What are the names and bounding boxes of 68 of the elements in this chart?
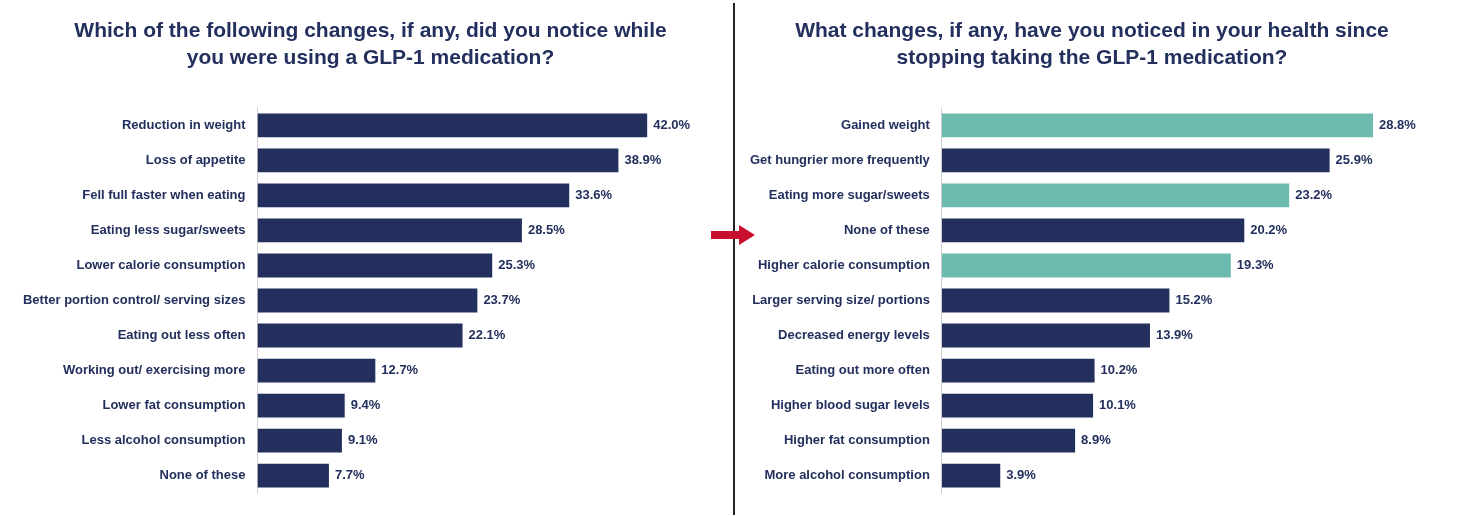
data-label: 25.3% [498, 257, 536, 273]
y-tick-label: Get hungrier more frequently [749, 151, 931, 167]
y-tick-label: Gained weight [841, 116, 931, 132]
bar [941, 358, 1095, 383]
bar [941, 288, 1170, 313]
bar [941, 463, 1001, 488]
data-label: 20.2% [1250, 222, 1288, 238]
data-label: 23.2% [1295, 186, 1333, 202]
bar [257, 218, 522, 243]
y-tick-label: Less alcohol consumption [81, 432, 246, 448]
y-tick-label: Working out/ exercising more [62, 362, 246, 378]
bar [941, 148, 1330, 173]
data-label: 3.9% [1006, 467, 1037, 483]
y-tick-label: Eating out more often [795, 362, 930, 378]
bar [257, 288, 478, 313]
data-label: 25.9% [1335, 151, 1373, 167]
bar [257, 323, 463, 348]
y-tick-label: Larger serving size/ portions [752, 292, 930, 308]
bar [257, 358, 376, 383]
y-tick-label: Lower fat consumption [102, 397, 246, 413]
bar [941, 253, 1231, 278]
y-tick-label: Higher calorie consumption [757, 257, 930, 273]
data-label: 10.2% [1100, 362, 1138, 378]
bar [941, 323, 1150, 348]
bar [941, 393, 1094, 418]
y-tick-label: Eating out less often [117, 327, 246, 343]
y-tick-label: Eating more sugar/sweets [768, 186, 930, 202]
bar [257, 253, 493, 278]
data-label: 8.9% [1081, 432, 1112, 448]
data-label: 28.8% [1379, 116, 1417, 132]
bar [257, 393, 345, 418]
y-tick-label: Lower calorie consumption [76, 257, 246, 273]
bar [257, 428, 342, 453]
data-label: 28.5% [527, 222, 566, 238]
data-label: 19.3% [1236, 257, 1275, 273]
bar [257, 463, 329, 488]
bar [941, 113, 1374, 138]
y-tick-label: None of these [843, 222, 930, 238]
data-label: 9.4% [350, 397, 381, 413]
data-label: 10.1% [1099, 397, 1137, 413]
y-tick-label: Reduction in weight [121, 116, 247, 132]
data-label: 12.7% [381, 362, 419, 378]
y-tick-label: More alcohol consumption [764, 467, 930, 483]
bar [941, 183, 1290, 208]
bar [257, 113, 648, 138]
data-label: 23.7% [483, 292, 521, 308]
data-label: 15.2% [1175, 292, 1213, 308]
data-label: 13.9% [1155, 327, 1194, 343]
y-tick-label: Fell full faster when eating [82, 186, 246, 202]
y-tick-label: Better portion control/ serving sizes [22, 292, 246, 308]
bar [941, 428, 1076, 453]
data-label: 7.7% [334, 467, 365, 483]
data-label: 42.0% [653, 116, 691, 132]
bar [941, 218, 1245, 243]
chart-title: Which of the following changes, if any, did you notice while you were using a GLP-1 medication? [73, 17, 668, 70]
y-tick-label: Loss of appetite [145, 151, 246, 167]
data-label: 9.1% [347, 432, 378, 448]
bar [257, 148, 619, 173]
data-label: 38.9% [624, 151, 662, 167]
y-tick-label: None of these [159, 467, 246, 483]
y-tick-label: Decreased energy levels [778, 327, 930, 343]
y-tick-label: Eating less sugar/sweets [90, 222, 246, 238]
data-label: 33.6% [575, 186, 613, 202]
y-tick-label: Higher blood sugar levels [770, 397, 930, 413]
bar [257, 183, 570, 208]
y-tick-label: Higher fat consumption [783, 432, 930, 448]
chart-title: What changes, if any, have you noticed in your health since stopping taking the GLP-1 medication? [794, 17, 1390, 70]
data-label: 22.1% [468, 327, 506, 343]
